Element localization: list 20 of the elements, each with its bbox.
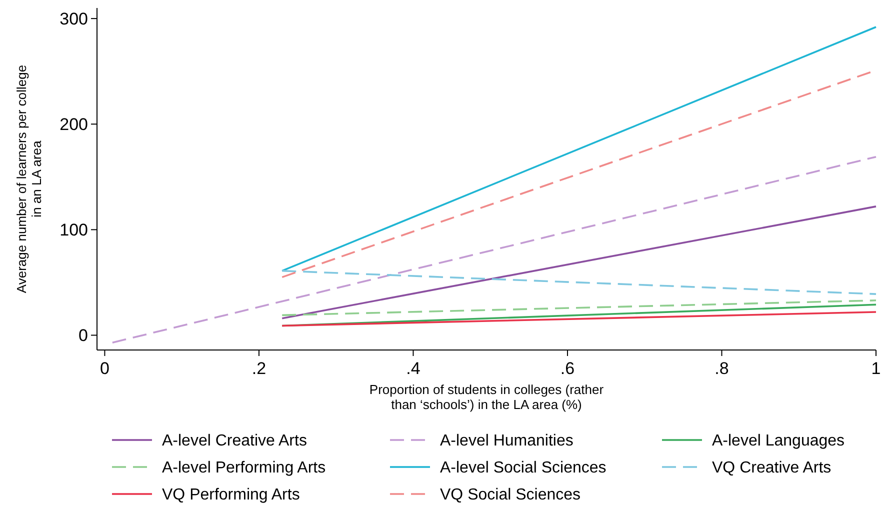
x-axis-title: Proportion of students in colleges (rather than ‘schools’) in the LA area (%) <box>369 382 604 412</box>
legend-label: VQ Performing Arts <box>162 486 300 504</box>
y-axis-title: Average number of learners per college in an LA area <box>14 64 44 294</box>
x-tick-label: 0 <box>100 359 110 378</box>
legend-label: A-level Languages <box>712 432 845 450</box>
x-tick-label: 1 <box>871 359 881 378</box>
y-tick-label: 100 <box>60 220 88 240</box>
x-tick-label: .2 <box>252 359 266 378</box>
y-tick-label: 300 <box>60 10 88 29</box>
legend-label: A-level Creative Arts <box>162 432 307 450</box>
x-tick-label: .6 <box>560 359 575 378</box>
x-tick-label: .8 <box>714 359 729 378</box>
legend-label: A-level Performing Arts <box>162 460 326 477</box>
x-tick-label: .4 <box>406 359 420 378</box>
legend-label: VQ Social Sciences <box>440 486 581 504</box>
legend-label: A-level Social Sciences <box>440 460 606 477</box>
y-tick-label: 200 <box>60 115 88 134</box>
legend-label: A-level Humanities <box>440 432 574 450</box>
legend-label: VQ Creative Arts <box>712 460 832 477</box>
y-tick-label: 0 <box>78 326 88 346</box>
